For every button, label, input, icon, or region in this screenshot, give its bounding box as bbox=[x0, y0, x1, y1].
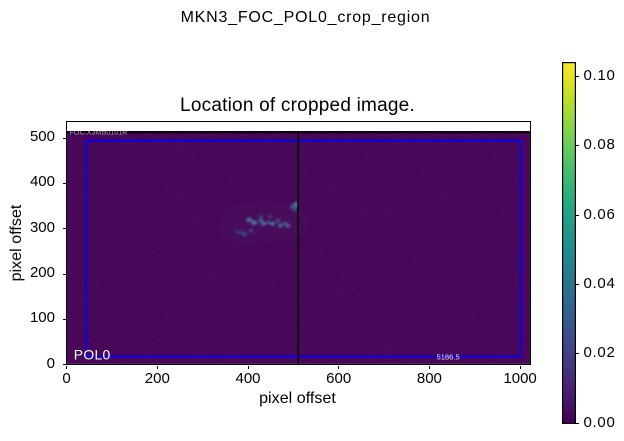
svg-text:FOC.X3MB0101R: FOC.X3MB0101R bbox=[70, 131, 128, 137]
svg-text:POL0: POL0 bbox=[74, 347, 111, 363]
svg-text:5186.5: 5186.5 bbox=[437, 353, 460, 362]
